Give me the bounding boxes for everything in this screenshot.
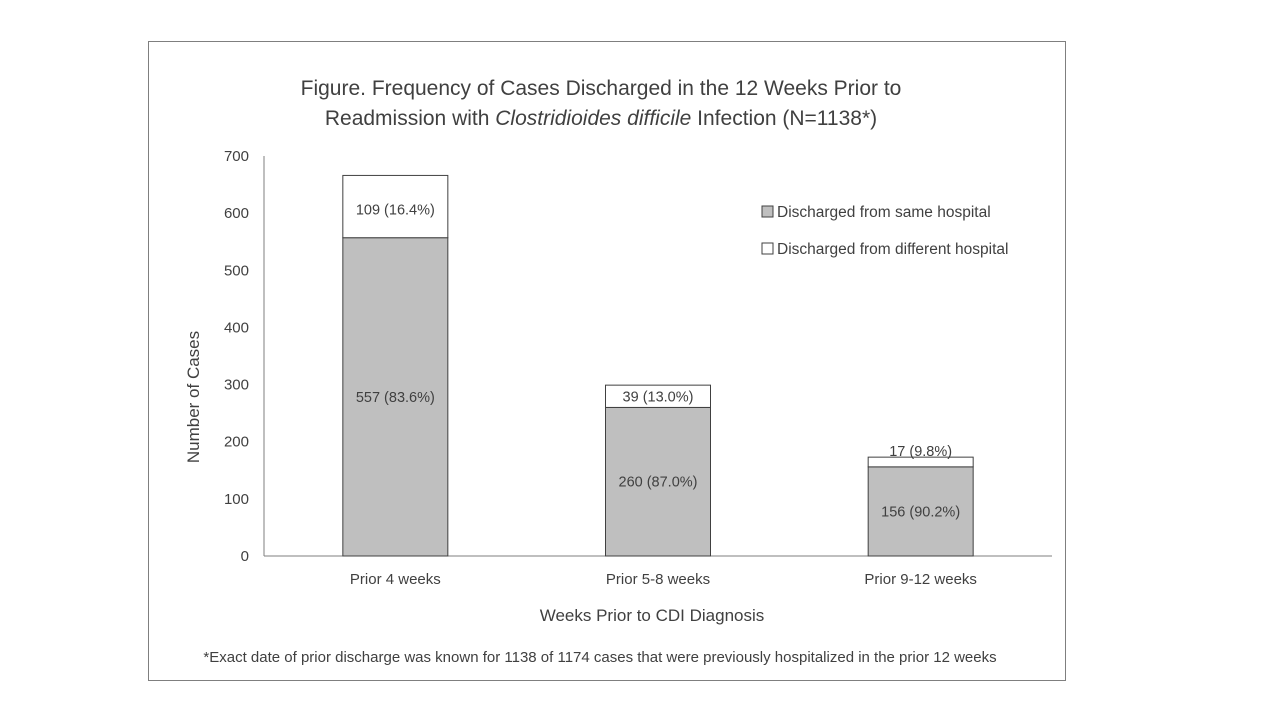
bars: 557 (83.6%) 109 (16.4%) 260 (87.0%) 39 (13.… [342,174,974,557]
legend-label: Discharged from same hospital [777,204,991,221]
data-label: 156 (90.2%) [881,504,960,520]
y-tick-label: 600 [224,205,249,222]
title-segment: Figure. Frequency of Cases Discharged in… [301,77,902,100]
y-tick-label: 700 [224,148,249,165]
data-label: 260 (87.0%) [619,475,698,491]
x-tick-label: Prior 9-12 weeks [864,571,977,588]
y-tick-label: 200 [224,434,249,451]
y-tick-label: 100 [224,491,249,508]
legend-swatch-same-hospital [761,205,774,218]
legend-label: Discharged from different hospital [777,241,1008,258]
chart-title: Figure. Frequency of Cases Discharged in… [301,77,902,130]
x-tick-label: Prior 4 weeks [350,571,441,588]
y-axis: 0 100 200 300 400 500 600 700 [224,148,265,565]
bar-different-hospital [867,456,974,468]
data-label: 109 (16.4%) [356,203,435,219]
legend: Discharged from same hospital Discharged … [761,204,1008,258]
bar-different-hospital [342,174,449,239]
y-tick-label: 500 [224,262,249,279]
title-segment: Clostridioides difficile [495,107,691,130]
y-tick-label: 300 [224,377,249,394]
data-label: 39 (13.0%) [623,389,694,405]
y-tick-label: 0 [241,548,249,565]
title-segment: Infection (N=1138*) [691,107,877,130]
legend-swatch-different-hospital [761,242,774,255]
x-tick-label: Prior 5-8 weeks [606,571,710,588]
title-segment: Readmission with [325,107,495,130]
chart-title-line: Readmission with Clostridioides difficil… [325,107,877,130]
x-axis: Prior 4 weeks Prior 5-8 weeks Prior 9-12 w… [264,555,1052,588]
data-label: 17 (9.8%) [889,444,952,460]
data-label: 557 (83.6%) [356,390,435,406]
x-axis-title: Weeks Prior to CDI Diagnosis [540,606,765,625]
bar-different-hospital [605,384,711,408]
chart-title-line: Figure. Frequency of Cases Discharged in… [301,77,902,100]
y-tick-label: 400 [224,319,249,336]
footnote: *Exact date of prior discharge was known… [203,649,996,666]
bar-same-hospital [605,406,711,557]
figure-frame [148,41,1066,681]
y-axis-title: Number of Cases [184,331,203,463]
